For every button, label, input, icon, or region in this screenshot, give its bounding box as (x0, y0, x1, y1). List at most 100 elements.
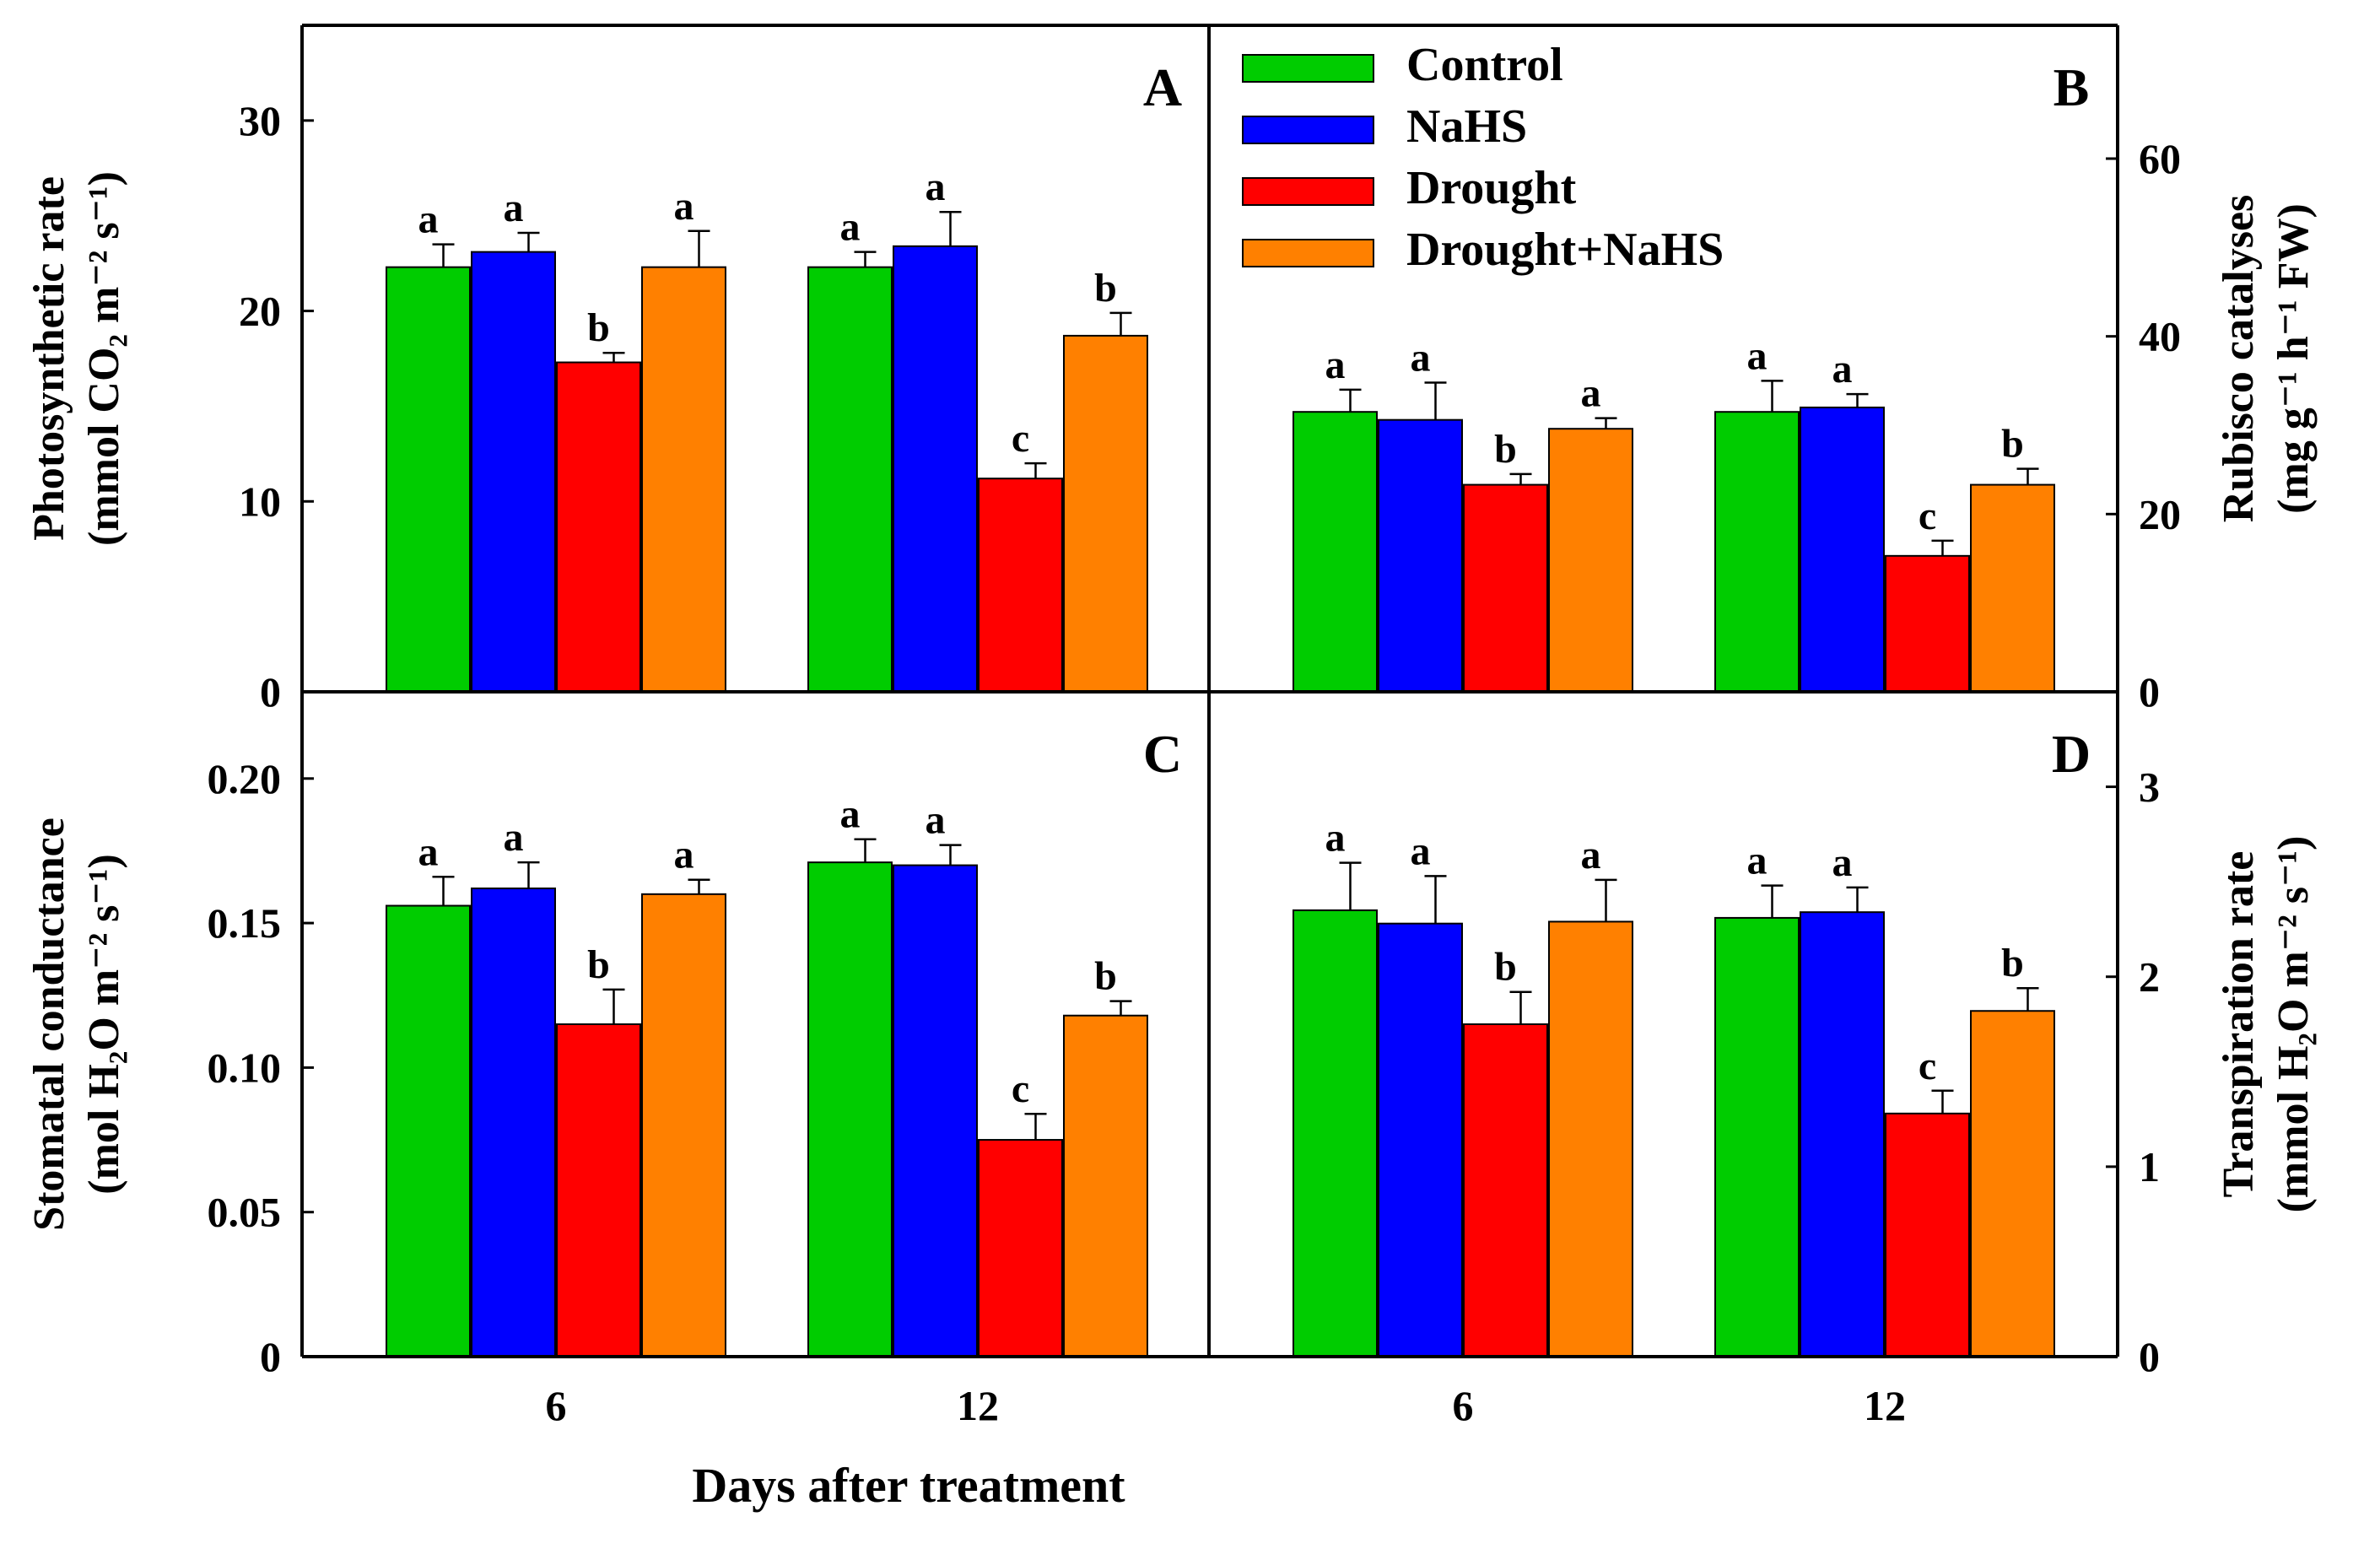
y-axis-title-d: (mmol H₂O m⁻² s⁻¹) (2269, 836, 2318, 1213)
bar-d-drought-nahs-12 (1970, 1010, 2055, 1357)
y-tick-label-c: 0 (260, 1333, 281, 1380)
y-tick-label-d: 0 (2139, 1333, 2160, 1380)
panel-label-d: D (2052, 724, 2091, 784)
y-tick-label-b: 0 (2139, 668, 2160, 715)
bar-d-drought-6 (1463, 1023, 1548, 1357)
significance-letter-a: a (504, 186, 524, 230)
bar-c-control-6 (386, 904, 471, 1357)
bar-d-drought-12 (1885, 1112, 1970, 1357)
significance-letter-c: a (840, 792, 861, 837)
bar-a-control-6 (386, 266, 471, 693)
y-tick-label-d: 3 (2139, 764, 2160, 811)
significance-letter-c: a (926, 798, 946, 843)
y-tick-label-c: 0.20 (208, 755, 282, 802)
legend-swatch-control (1242, 54, 1374, 83)
significance-letter-c: a (674, 833, 694, 877)
significance-letter-d: a (1325, 816, 1346, 861)
significance-letter-d: a (1832, 840, 1853, 885)
legend-label-control: Control (1406, 39, 1563, 91)
y-tick-label-c: 0.05 (208, 1189, 282, 1236)
significance-letter-d: a (1581, 833, 1601, 877)
bar-a-drought-6 (556, 361, 641, 693)
legend-label-drought: Drought (1406, 162, 1577, 214)
bar-c-nahs-12 (893, 864, 978, 1357)
bar-a-drought-12 (978, 478, 1063, 694)
bar-a-drought-nahs-6 (641, 266, 726, 693)
y-tick-label-d: 1 (2139, 1143, 2160, 1190)
bar-a-drought-nahs-12 (1063, 334, 1148, 693)
y-tick-label-a: 20 (239, 288, 281, 335)
bar-d-drought-nahs-6 (1548, 920, 1633, 1357)
y-axis-title-a: (mmol CO₂ m⁻² s⁻¹) (80, 171, 128, 546)
x-tick-label-d: 12 (1864, 1382, 1906, 1429)
x-tick-label-c: 6 (546, 1382, 567, 1429)
bar-d-nahs-6 (1378, 922, 1463, 1358)
y-tick-label-c: 0.15 (208, 899, 282, 947)
bar-c-drought-nahs-12 (1063, 1014, 1148, 1357)
x-tick-label-d: 6 (1453, 1382, 1474, 1429)
bar-b-drought-nahs-6 (1548, 428, 1633, 693)
y-axis-title-c: Stomatal conductance (25, 818, 73, 1231)
bar-c-drought-nahs-6 (641, 893, 726, 1357)
significance-letter-b: a (1581, 371, 1601, 416)
x-axis-title: Days after treatment (692, 1458, 1125, 1513)
significance-letter-b: a (1411, 335, 1431, 380)
y-axis-title-a: Photosynthetic rate (25, 176, 73, 541)
bar-d-nahs-12 (1800, 911, 1885, 1358)
legend-label-nahs: NaHS (1406, 100, 1527, 153)
significance-letter-c: b (587, 942, 610, 987)
legend-swatch-nahs (1242, 116, 1374, 144)
legend-swatch-drought-nahs (1242, 239, 1374, 267)
bar-a-nahs-12 (893, 245, 978, 694)
bar-a-nahs-6 (471, 251, 556, 694)
significance-letter-d: a (1747, 839, 1767, 883)
y-tick-label-a: 0 (260, 668, 281, 715)
significance-letter-a: b (1094, 266, 1117, 310)
bar-b-drought-6 (1463, 483, 1548, 693)
x-tick-label-c: 12 (957, 1382, 999, 1429)
y-axis-title-d: Transpiration rate (2215, 851, 2263, 1198)
significance-letter-b: a (1325, 343, 1346, 387)
y-tick-label-c: 0.10 (208, 1044, 282, 1091)
significance-letter-c: b (1094, 954, 1117, 999)
y-tick-label-b: 60 (2139, 135, 2181, 182)
significance-letter-a: b (587, 305, 610, 350)
y-tick-label-b: 20 (2139, 490, 2181, 537)
significance-letter-d: b (2001, 941, 2024, 985)
legend-swatch-drought (1242, 177, 1374, 206)
y-tick-label-b: 40 (2139, 313, 2181, 360)
y-axis-title-b: Rubisco catalyses (2215, 195, 2263, 523)
panel-label-b: B (2053, 57, 2090, 117)
significance-letter-a: a (674, 184, 694, 229)
y-axis-title-b: (mg g⁻¹ h⁻¹ FW) (2269, 203, 2318, 514)
significance-letter-b: b (2001, 422, 2024, 467)
significance-letter-c: a (504, 815, 524, 860)
bar-b-control-6 (1293, 411, 1378, 693)
bar-c-drought-6 (556, 1023, 641, 1357)
y-tick-label-d: 2 (2139, 953, 2160, 1001)
bar-d-control-6 (1293, 909, 1378, 1357)
bar-c-control-12 (807, 861, 893, 1357)
significance-letter-b: a (1832, 347, 1853, 391)
significance-letter-b: c (1919, 494, 1936, 538)
bar-b-drought-nahs-12 (1970, 483, 2055, 693)
significance-letter-b: a (1747, 333, 1767, 378)
significance-letter-b: b (1494, 427, 1517, 472)
significance-letter-c: c (1012, 1066, 1029, 1111)
significance-letter-d: a (1411, 828, 1431, 873)
significance-letter-c: a (418, 829, 439, 874)
bar-b-nahs-12 (1800, 406, 1885, 693)
bar-b-nahs-6 (1378, 418, 1463, 693)
bar-b-control-12 (1714, 411, 1800, 693)
panel-label-a: A (1143, 57, 1182, 117)
legend-label-drought-nahs: Drought+NaHS (1406, 224, 1724, 276)
significance-letter-a: a (840, 205, 861, 250)
y-tick-label-a: 10 (239, 478, 281, 525)
panel-label-c: C (1143, 724, 1182, 784)
significance-letter-d: b (1494, 945, 1517, 990)
bar-c-drought-12 (978, 1139, 1063, 1357)
bar-c-nahs-6 (471, 887, 556, 1357)
bar-a-control-12 (807, 266, 893, 693)
